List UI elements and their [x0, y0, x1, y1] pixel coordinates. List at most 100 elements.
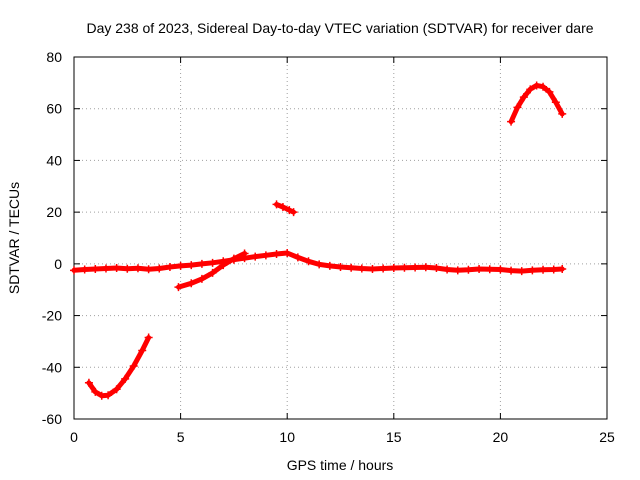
data-point — [289, 208, 298, 217]
x-tick-label: 5 — [177, 429, 185, 445]
data-point — [112, 385, 121, 394]
data-point — [261, 251, 270, 260]
data-point — [138, 346, 147, 355]
y-tick-label: 0 — [54, 256, 62, 272]
data-point — [121, 374, 130, 383]
data-point — [325, 261, 334, 270]
y-axis-label: SDTVAR / TECUs — [6, 182, 22, 294]
data-point — [389, 263, 398, 272]
data-point — [80, 265, 89, 274]
data-point — [347, 263, 356, 272]
x-tick-labels: 0 5 10 15 20 25 — [70, 429, 615, 445]
series-early-arc — [84, 333, 153, 400]
data-point — [84, 378, 93, 387]
y-tick-labels: -60 -40 -20 0 20 40 60 80 — [42, 49, 62, 427]
data-point — [197, 274, 206, 283]
data-point — [155, 264, 164, 273]
y-tick-label: -60 — [42, 411, 62, 427]
data-point — [517, 267, 526, 276]
data-point — [558, 265, 567, 274]
x-axis-label: GPS time / hours — [287, 457, 394, 473]
data-point — [70, 266, 78, 275]
data-point — [528, 266, 537, 275]
data-point — [285, 206, 294, 215]
x-tick-label: 15 — [386, 429, 402, 445]
y-tick-label: 40 — [46, 152, 62, 168]
data-point — [112, 263, 121, 272]
data-point — [453, 266, 462, 275]
data-point — [240, 249, 249, 258]
data-point — [165, 262, 174, 271]
data-point — [197, 259, 206, 268]
data-point — [229, 254, 238, 263]
y-tick-label: 60 — [46, 101, 62, 117]
y-tick-label: 20 — [46, 204, 62, 220]
data-point — [144, 333, 153, 342]
data-point — [91, 387, 100, 396]
data-point — [539, 82, 548, 91]
x-tick-label: 10 — [279, 429, 295, 445]
data-point — [104, 391, 113, 400]
data-point — [549, 265, 558, 274]
data-point — [432, 263, 441, 272]
data-point — [411, 263, 420, 272]
data-point — [485, 265, 494, 274]
data-point — [123, 264, 132, 273]
series-line — [71, 250, 565, 274]
data-point — [304, 257, 313, 266]
data-point — [144, 265, 153, 274]
data-point — [293, 253, 302, 262]
data-point — [545, 87, 554, 96]
data-point — [551, 98, 560, 107]
data-point — [496, 265, 505, 274]
data-point — [272, 200, 281, 209]
data-point — [379, 264, 388, 273]
data-point — [219, 261, 228, 270]
data-point — [272, 250, 281, 259]
data-point — [475, 265, 484, 274]
plot-frame — [73, 56, 608, 420]
data-point — [187, 261, 196, 270]
data-point — [421, 263, 430, 272]
data-point — [507, 266, 516, 275]
chart-title: Day 238 of 2023, Sidereal Day-to-day VTE… — [86, 20, 593, 36]
data-point — [513, 103, 522, 112]
data-point — [539, 265, 548, 274]
data-point — [464, 265, 473, 274]
x-tick-label: 0 — [70, 429, 78, 445]
data-point — [336, 262, 345, 271]
data-point — [507, 117, 516, 126]
y-tick-label: -20 — [42, 308, 62, 324]
data-point — [526, 85, 535, 94]
data-point — [357, 264, 366, 273]
data-point — [101, 264, 110, 273]
data-point — [443, 265, 452, 274]
grid — [74, 57, 607, 419]
data-point — [283, 248, 292, 257]
series-short-segment — [272, 200, 298, 217]
data-point — [558, 109, 567, 118]
series-late-arc — [507, 81, 567, 126]
data-point — [368, 265, 377, 274]
data-point — [532, 81, 541, 90]
y-tick-label: -40 — [42, 359, 62, 375]
data-point — [176, 261, 185, 270]
data-point — [208, 258, 217, 267]
x-tick-label: 25 — [599, 429, 615, 445]
y-tick-label: 80 — [46, 49, 62, 65]
series-line — [508, 82, 565, 125]
series-rising-segment — [174, 249, 249, 292]
series-line — [86, 335, 152, 399]
x-tick-label: 20 — [493, 429, 509, 445]
data-point — [251, 252, 260, 261]
data-marks — [70, 81, 567, 400]
data-point — [174, 283, 183, 292]
series-main-band — [70, 248, 567, 276]
data-point — [400, 263, 409, 272]
data-point — [91, 265, 100, 274]
axis-ticks — [73, 56, 608, 420]
data-point — [129, 361, 138, 370]
data-point — [208, 268, 217, 277]
data-point — [315, 260, 324, 269]
